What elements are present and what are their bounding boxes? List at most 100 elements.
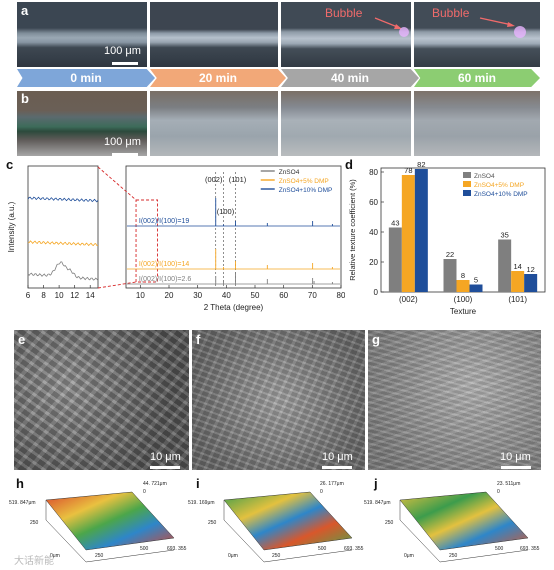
afm-i-y-max: 519. 169μm xyxy=(188,500,215,506)
panel-f-letter: f xyxy=(196,332,201,347)
panel-g-scalebar-label: 10 μm xyxy=(500,451,531,463)
bar-value-label: 82 xyxy=(417,162,425,169)
bar-legend-swatch xyxy=(463,190,471,196)
panel-f-sem-image xyxy=(192,330,365,470)
panel-g-letter: g xyxy=(372,332,380,347)
bubble-label-40min: Bubble xyxy=(325,6,363,20)
afm-j-x-500: 500 xyxy=(495,546,504,552)
afm-j-top-value: 23. 511μm xyxy=(497,481,521,487)
panel-g-sem-image xyxy=(368,330,541,470)
panel-a-photo-0min xyxy=(17,2,147,67)
afm-i-zero-um: 0μm xyxy=(228,553,238,559)
bar-value-label: 35 xyxy=(500,231,508,240)
xrd-main-xtick-label: 10 xyxy=(136,291,145,300)
bar-value-label: 78 xyxy=(404,166,412,175)
afm-surface-j-plane xyxy=(399,491,529,551)
bar-value-label: 12 xyxy=(526,265,534,274)
afm-h-y-max: 519. 847μm xyxy=(9,500,36,506)
afm-j-y-max: 519. 847μm xyxy=(364,500,391,506)
bar-legend-label: ZnSO4 xyxy=(474,173,495,180)
xrd-main-xtick-label: 70 xyxy=(308,291,317,300)
bar-legend-label: ZnSO4+10% DMP xyxy=(474,191,528,198)
panel-e-letter: e xyxy=(18,332,26,347)
bar-2-2 xyxy=(524,274,538,292)
panel-a-letter: a xyxy=(21,3,29,18)
bar-value-label: 14 xyxy=(513,262,521,271)
bar-0-1 xyxy=(401,175,415,292)
xrd-legend-label: ZnSO4+10% DMP xyxy=(279,187,333,194)
panel-e-sem-image xyxy=(14,330,189,470)
xrd-main-frame xyxy=(125,165,342,289)
bar-legend-swatch xyxy=(463,181,471,187)
xrd-inset-series-2 xyxy=(27,196,99,203)
bar-value-label: 8 xyxy=(461,271,465,280)
timeline-60min-label: 60 min xyxy=(457,71,496,85)
xrd-ratio-annotation: I(002)/I(100)=19 xyxy=(139,218,189,225)
xrd-zoom-connector-bottom xyxy=(97,281,137,289)
bar-ylabel: Relative texture coefficient (%) xyxy=(348,179,357,281)
afm-h-x-mid: 250 xyxy=(95,553,104,559)
xrd-zoom-connector-top xyxy=(97,166,137,201)
xrd-ratio-annotation: I(002)/I(100)=2.6 xyxy=(139,276,191,283)
xrd-peak-label-100: (100) xyxy=(217,207,235,216)
timeline-20min-label: 20 min xyxy=(198,71,237,85)
afm-i-y-mid: 250 xyxy=(208,520,217,526)
panel-d-letter: d xyxy=(345,157,353,172)
panel-i-letter: i xyxy=(196,476,200,491)
panel-f-scalebar xyxy=(322,466,352,469)
afm-i-top-value: 26. 177μm xyxy=(320,481,344,487)
bar-legend-swatch xyxy=(463,172,471,178)
panel-g-scalebar xyxy=(501,466,531,469)
panel-b-letter: b xyxy=(21,91,29,106)
bar-0-0 xyxy=(388,227,402,292)
afm-h-top-zero: 0 xyxy=(143,489,146,495)
bar-2-1 xyxy=(511,271,525,292)
afm-surface-h-plane xyxy=(45,491,175,551)
bar-value-label: 22 xyxy=(446,250,454,259)
afm-j-y-mid: 250 xyxy=(385,520,394,526)
panel-e-scalebar-label: 10 μm xyxy=(150,451,181,463)
xrd-xlabel: 2 Theta (degree) xyxy=(204,303,264,312)
xrd-inset-series-0 xyxy=(27,261,99,281)
xrd-chart: 6 8 10 12 14 Intensity (a.u.) 10 20 30 40 50 60 70 80… xyxy=(7,165,345,312)
xrd-main-xtick-label: 40 xyxy=(222,291,231,300)
bar-ytick-label: 20 xyxy=(369,258,378,267)
panel-b-photo-20min xyxy=(150,91,278,156)
panel-b-photo-40min xyxy=(281,91,411,156)
panel-b-scalebar-label: 100 μm xyxy=(104,136,141,148)
xrd-main-xtick-label: 60 xyxy=(279,291,288,300)
afm-i-top-zero: 0 xyxy=(320,489,323,495)
panel-c-letter: c xyxy=(6,157,14,172)
afm-surface-h xyxy=(45,491,175,563)
afm-h-zero-um: 0μm xyxy=(50,553,60,559)
watermark: 大话新能 xyxy=(14,556,54,567)
bubble-arrowhead-60min xyxy=(507,22,515,27)
afm-j-x-max: 693. 355 xyxy=(520,546,540,552)
xrd-zoom-region xyxy=(135,199,158,283)
xrd-inset-xtick-label: 12 xyxy=(70,291,79,300)
bubble-label-60min: Bubble xyxy=(432,6,470,20)
bar-2-0 xyxy=(498,239,512,292)
xrd-inset-xtick-label: 14 xyxy=(86,291,95,300)
bar-xlabel: Texture xyxy=(450,307,477,316)
xrd-ylabel: Intensity (a.u.) xyxy=(7,201,16,252)
xrd-main-xtick-label: 20 xyxy=(165,291,174,300)
timeline-20min: 20 min xyxy=(150,69,286,87)
panel-e-scalebar xyxy=(150,466,180,469)
bar-1-2 xyxy=(469,284,483,292)
afm-surface-i xyxy=(223,491,353,563)
xrd-main-xtick-label: 30 xyxy=(193,291,202,300)
afm-j-top-zero: 0 xyxy=(497,489,500,495)
xrd-peak-label-101: (101) xyxy=(229,175,247,184)
xrd-inset-series-1 xyxy=(27,240,99,247)
xrd-legend-label: ZnSO4+5% DMP xyxy=(279,178,329,185)
panel-a-scalebar xyxy=(112,62,138,65)
bar-1-0 xyxy=(443,259,457,292)
afm-i-x-max: 693. 355 xyxy=(344,546,364,552)
bar-1-1 xyxy=(456,280,470,292)
xrd-ratio-annotation: I(002)/I(100)=14 xyxy=(139,261,189,268)
bar-ytick-label: 80 xyxy=(369,168,378,177)
xrd-peak-label-002: (002) xyxy=(205,175,223,184)
timeline-0min: 0 min xyxy=(17,69,155,87)
bar-category-label: (002) xyxy=(399,295,418,304)
